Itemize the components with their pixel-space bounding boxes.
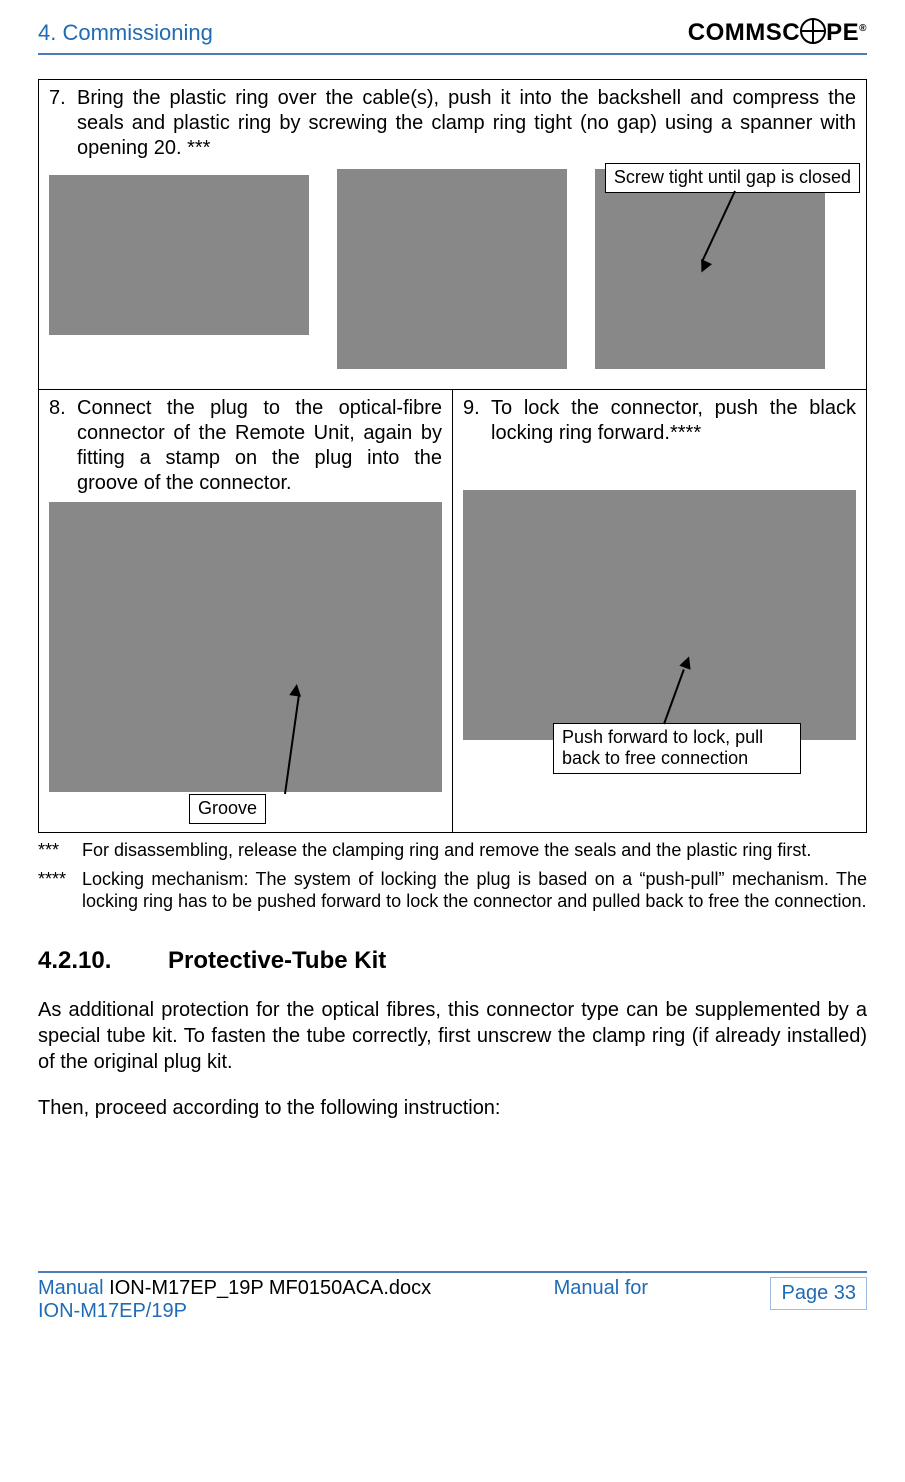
header-section-title: 4. Commissioning [38, 20, 213, 46]
section-number: 4.2.10. [38, 947, 168, 975]
logo-registered: ® [859, 23, 867, 34]
step-9-photo [463, 490, 856, 740]
step-7-text: Bring the plastic ring over the cable(s)… [77, 86, 856, 161]
step-7-photo-1 [49, 175, 309, 335]
logo-text-b: PE [826, 19, 859, 46]
footer-center: Manual for [554, 1277, 649, 1300]
body-paragraph-2: Then, proceed according to the following… [38, 1095, 867, 1121]
footer-left-model: ION-M17EP/19P [38, 1300, 187, 1322]
step-7-callout: Screw tight until gap is closed [605, 163, 860, 193]
step-9-cell: 9. To lock the connector, push the black… [453, 390, 867, 833]
step-9-text: To lock the connector, push the black lo… [491, 396, 856, 446]
footnote-1-text: For disassembling, release the clamping … [82, 839, 867, 862]
body-paragraph-1: As additional protection for the optical… [38, 997, 867, 1075]
procedure-table: 7. Bring the plastic ring over the cable… [38, 79, 867, 833]
step-7-photo-3 [595, 169, 825, 369]
step-8-cell: 8. Connect the plug to the optical-fibre… [39, 390, 453, 833]
step-7-cell: 7. Bring the plastic ring over the cable… [39, 80, 867, 390]
footer-left: Manual ION-M17EP_19P MF0150ACA.docx ION-… [38, 1277, 431, 1323]
logo-text-a: COMMSC [688, 19, 800, 46]
page-footer: Manual ION-M17EP_19P MF0150ACA.docx ION-… [38, 1271, 867, 1323]
step-9-number: 9. [463, 396, 491, 446]
section-title: Protective-Tube Kit [168, 947, 386, 974]
step-8-arrow-head [289, 683, 303, 697]
footer-page-number: Page 33 [770, 1277, 867, 1310]
step-7-photo-2 [337, 169, 567, 369]
footnote-2-text: Locking mechanism: The system of locking… [82, 868, 867, 913]
footnote-1-symbol: *** [38, 839, 82, 862]
step-8-photo [49, 502, 442, 792]
step-9-callout: Push forward to lock, pull back to free … [553, 723, 801, 774]
footer-left-label: Manual [38, 1277, 104, 1299]
step-8-callout: Groove [189, 794, 266, 824]
step-8-text: Connect the plug to the optical-fibre co… [77, 396, 442, 496]
footnotes: *** For disassembling, release the clamp… [38, 839, 867, 913]
step-8-number: 8. [49, 396, 77, 496]
footer-left-doc: ION-M17EP_19P MF0150ACA.docx [104, 1277, 432, 1299]
globe-icon [800, 18, 826, 44]
step-7-number: 7. [49, 86, 77, 161]
commscope-logo: COMMSC PE® [688, 18, 867, 47]
footnote-2-symbol: **** [38, 868, 82, 913]
page-header: 4. Commissioning COMMSC PE® [38, 18, 867, 55]
section-heading: 4.2.10.Protective-Tube Kit [38, 947, 867, 975]
